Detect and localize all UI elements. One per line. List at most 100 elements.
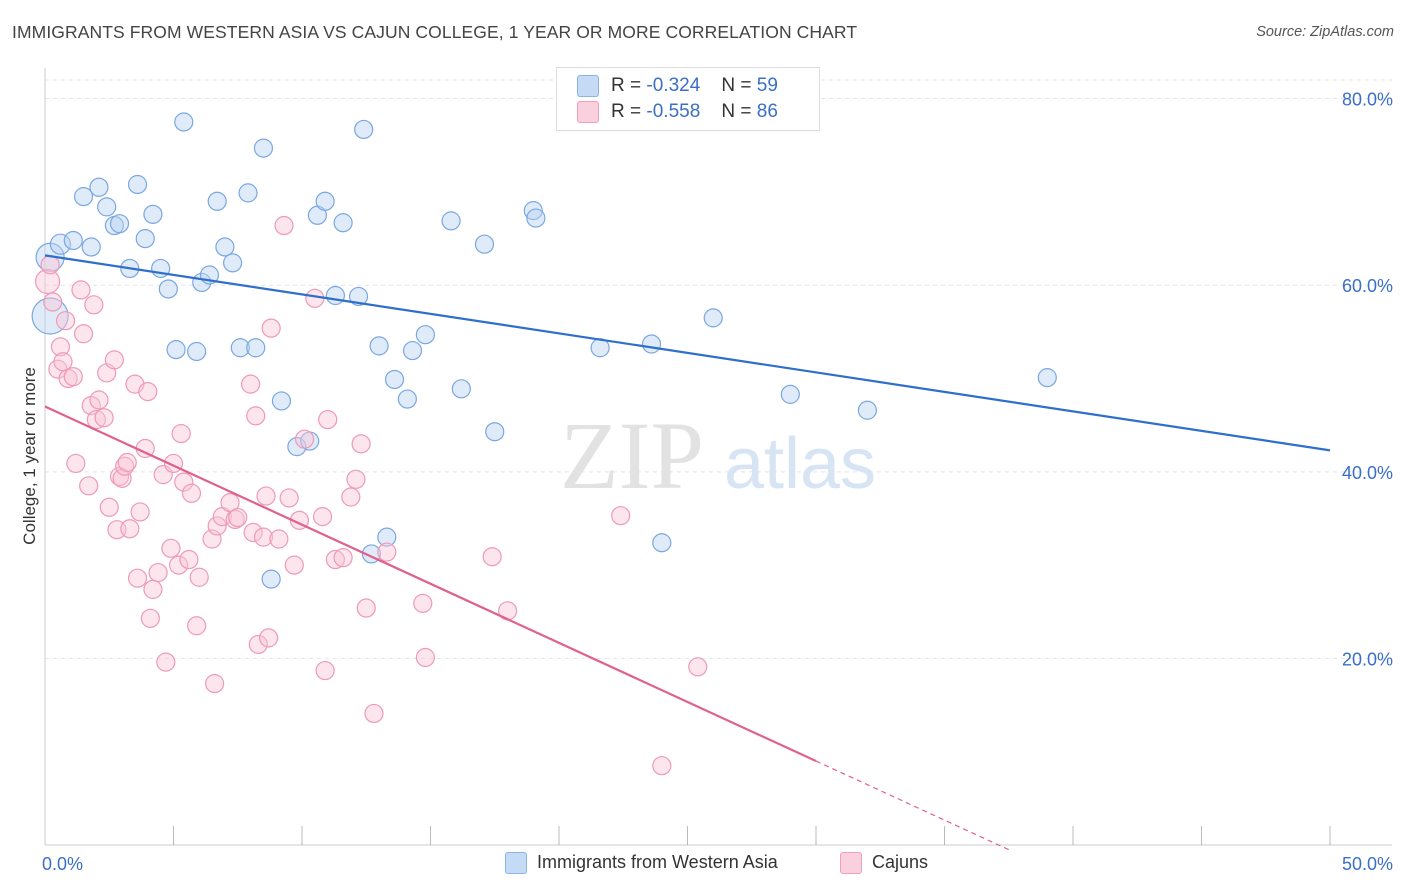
data-point (84, 295, 104, 315)
source-label: Source: ZipAtlas.com (1256, 24, 1394, 40)
data-point (156, 652, 176, 672)
data-point (258, 628, 279, 648)
data-point (169, 555, 189, 575)
data-point (143, 204, 163, 224)
data-point (174, 472, 194, 492)
data-point (377, 527, 397, 547)
x-tick-label-max: 50.0% (1342, 854, 1393, 874)
data-point (451, 379, 471, 399)
data-point (397, 389, 417, 409)
legend-r-label: R = (611, 75, 642, 97)
data-point (109, 214, 130, 234)
data-point (315, 191, 335, 211)
correlation-legend: R = -0.324 N = 59 R = -0.558 N = 86 (556, 67, 820, 131)
data-point (86, 409, 107, 430)
data-point (50, 337, 71, 357)
axes (44, 68, 1392, 846)
data-point (161, 538, 181, 558)
data-point (256, 486, 276, 506)
data-point (230, 338, 250, 358)
data-point (341, 487, 361, 507)
data-point (261, 318, 281, 338)
data-point (369, 336, 389, 356)
data-point (377, 542, 397, 562)
data-point (415, 647, 435, 668)
y-tick-label: 20.0% (1342, 649, 1393, 669)
data-point (135, 228, 155, 249)
data-point (641, 334, 662, 354)
data-point (688, 657, 708, 677)
data-point (246, 338, 266, 358)
data-point (346, 469, 366, 489)
watermark: ZIP atlas (560, 402, 876, 509)
data-point (120, 519, 140, 539)
data-point (207, 191, 227, 211)
data-point (228, 507, 248, 528)
data-point (63, 230, 83, 251)
data-point (351, 434, 371, 454)
data-point (333, 548, 353, 568)
watermark-zip: ZIP (560, 402, 704, 509)
data-point (441, 211, 461, 231)
data-point (482, 547, 502, 567)
data-point (857, 400, 878, 420)
trend-line-western-asia (44, 254, 1331, 452)
data-point (271, 391, 292, 411)
data-point (485, 422, 505, 442)
data-point (325, 549, 346, 570)
trend-lines (44, 254, 1331, 851)
data-point (284, 555, 304, 575)
legend-row-pink: R = -0.558 N = 86 (577, 101, 778, 125)
data-point (312, 507, 333, 527)
data-point (652, 756, 672, 776)
data-point (253, 138, 274, 158)
data-point (246, 406, 266, 426)
data-point (73, 324, 94, 344)
legend-label-western-asia: Immigrants from Western Asia (537, 852, 778, 872)
data-point (354, 119, 374, 140)
data-point (140, 608, 160, 628)
data-point (171, 423, 191, 444)
series-immigrants-western-asia (31, 109, 1057, 589)
data-point (474, 234, 495, 254)
legend-n-label: N = (721, 75, 752, 97)
data-point (384, 369, 405, 390)
legend-n-label: N = (721, 101, 752, 123)
legend-swatch-blue (577, 75, 599, 97)
data-point (325, 285, 346, 306)
data-point (99, 497, 119, 517)
data-point (269, 529, 289, 549)
data-point (248, 634, 268, 655)
legend-item-western-asia[interactable]: Immigrants from Western Asia (505, 852, 778, 875)
data-point (318, 409, 338, 430)
data-point (315, 660, 335, 681)
data-point (223, 253, 243, 273)
data-point (356, 598, 376, 618)
data-point (66, 453, 86, 474)
legend-swatch-blue (505, 852, 527, 875)
data-point (652, 533, 672, 553)
data-point (261, 569, 281, 589)
data-point (413, 593, 433, 613)
tick-labels: 20.0% 40.0% 60.0% 80.0% 0.0% 50.0% (42, 90, 1393, 874)
legend-row-blue: R = -0.324 N = 59 (577, 75, 778, 99)
y-tick-label: 40.0% (1342, 463, 1393, 483)
data-point (526, 208, 546, 228)
data-point (294, 429, 315, 449)
data-point (40, 255, 60, 275)
series-cajuns (34, 215, 708, 776)
data-point (402, 340, 423, 361)
data-point (780, 384, 800, 404)
data-point (127, 568, 148, 588)
trend-line-cajuns (44, 405, 817, 763)
data-point (238, 183, 258, 203)
data-point (364, 703, 384, 724)
legend-r-label: R = (611, 101, 642, 123)
data-point (79, 476, 99, 496)
data-point (205, 674, 225, 694)
chart-title: IMMIGRANTS FROM WESTERN ASIA VS CAJUN CO… (12, 22, 858, 42)
data-point (187, 616, 207, 636)
data-point (71, 280, 91, 300)
legend-item-cajuns[interactable]: Cajuns (840, 852, 928, 875)
